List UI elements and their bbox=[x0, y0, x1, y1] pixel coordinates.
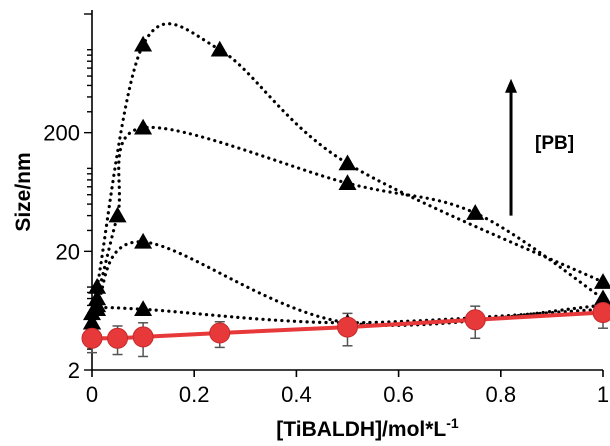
triangle-marker bbox=[134, 232, 153, 249]
x-tick-label: 0.4 bbox=[281, 382, 312, 407]
triangle-marker bbox=[134, 300, 153, 317]
triangle-marker bbox=[338, 154, 357, 171]
x-axis-label-main: [TiBALDH]/mol*L bbox=[276, 418, 446, 441]
triangle-marker bbox=[594, 289, 610, 306]
triangle-marker bbox=[108, 206, 127, 223]
x-tick-label: 0.6 bbox=[383, 382, 414, 407]
axis-ticks: 0 0.2 0.4 0.6 0.8 1 2 20 200 bbox=[43, 13, 609, 407]
series-1-line bbox=[90, 125, 605, 325]
x-tick-label: 0 bbox=[86, 382, 98, 407]
circle-marker bbox=[132, 326, 154, 348]
y-tick-label: 20 bbox=[56, 239, 80, 264]
pb-arrow-head bbox=[505, 78, 518, 93]
triangle-marker bbox=[88, 300, 107, 317]
triangle-marker bbox=[338, 174, 357, 190]
x-tick-label: 1 bbox=[597, 382, 609, 407]
triangle-marker bbox=[210, 40, 229, 57]
x-tick-label: 0.2 bbox=[179, 382, 210, 407]
x-tick-label: 0.8 bbox=[486, 382, 517, 407]
triangle-marker bbox=[594, 273, 610, 289]
data-points bbox=[81, 35, 610, 349]
circle-marker bbox=[464, 309, 486, 331]
triangle-marker bbox=[88, 278, 107, 294]
circle-marker bbox=[592, 302, 610, 324]
triangle-marker bbox=[83, 313, 101, 330]
y-axis-label: Size/nm bbox=[12, 152, 35, 231]
y-tick-label: 200 bbox=[43, 121, 80, 146]
circle-marker bbox=[81, 327, 103, 349]
triangle-marker bbox=[134, 35, 153, 52]
x-axis-label-superscript: -1 bbox=[446, 415, 459, 431]
series-0-line bbox=[90, 22, 605, 317]
y-tick-label: 2 bbox=[68, 358, 80, 383]
x-axis-label: [TiBALDH]/mol*L-1 bbox=[276, 415, 459, 441]
triangle-marker bbox=[134, 118, 153, 135]
circle-marker bbox=[337, 316, 358, 338]
pb-label: [PB] bbox=[535, 133, 574, 154]
circle-marker bbox=[209, 322, 231, 344]
pb-annotation: [PB] bbox=[505, 78, 574, 216]
triangle-marker bbox=[466, 204, 485, 220]
series-3-line bbox=[90, 305, 605, 325]
circle-marker bbox=[107, 327, 129, 349]
